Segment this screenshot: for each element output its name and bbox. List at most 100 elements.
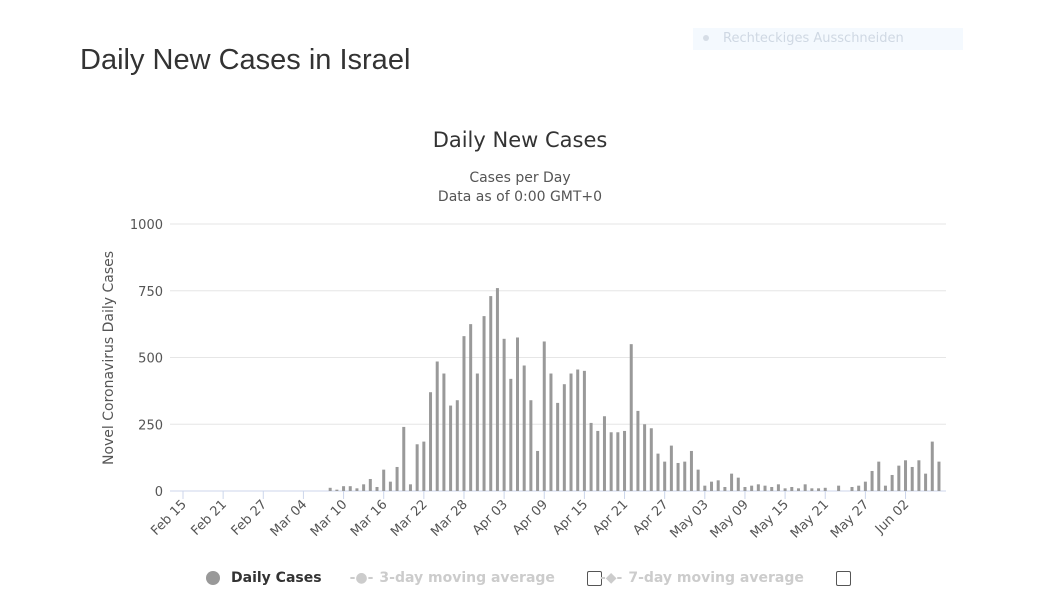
- bar[interactable]: [683, 461, 687, 491]
- bar[interactable]: [837, 485, 841, 491]
- bar[interactable]: [930, 441, 934, 491]
- bar[interactable]: [536, 450, 540, 491]
- 3day-checkbox[interactable]: [586, 570, 602, 586]
- bar[interactable]: [870, 470, 874, 491]
- bar[interactable]: [669, 445, 673, 491]
- bar[interactable]: [696, 469, 700, 491]
- bar[interactable]: [643, 424, 647, 491]
- bar[interactable]: [790, 486, 794, 491]
- bar[interactable]: [863, 481, 867, 491]
- bar[interactable]: [703, 485, 707, 491]
- bar[interactable]: [803, 484, 807, 491]
- bar[interactable]: [817, 488, 821, 491]
- bar[interactable]: [823, 487, 827, 491]
- bar[interactable]: [710, 481, 714, 491]
- bar[interactable]: [569, 373, 573, 491]
- bar[interactable]: [689, 450, 693, 491]
- bar[interactable]: [770, 486, 774, 491]
- bar[interactable]: [495, 288, 499, 491]
- bar[interactable]: [750, 485, 754, 491]
- x-tick-label: Apr 09: [510, 497, 551, 538]
- legend-3day[interactable]: -●- 3-day moving average: [349, 570, 555, 586]
- bar[interactable]: [435, 361, 439, 491]
- snip-tool-overlay[interactable]: Rechteckiges Ausschneiden: [693, 28, 963, 50]
- bar[interactable]: [897, 465, 901, 491]
- legend-7day[interactable]: -◆- 7-day moving average: [599, 570, 804, 586]
- bar[interactable]: [602, 416, 606, 491]
- bar[interactable]: [482, 316, 486, 491]
- bar[interactable]: [649, 428, 653, 491]
- x-tick-label: Mar 04: [268, 497, 311, 540]
- bar[interactable]: [402, 426, 406, 491]
- bar[interactable]: [736, 477, 740, 491]
- bar[interactable]: [375, 486, 379, 491]
- bar[interactable]: [883, 485, 887, 491]
- bar[interactable]: [328, 487, 332, 491]
- bar[interactable]: [556, 402, 560, 491]
- bar[interactable]: [335, 489, 339, 491]
- bar[interactable]: [522, 365, 526, 491]
- bar[interactable]: [629, 344, 633, 491]
- bar[interactable]: [596, 430, 600, 491]
- bar[interactable]: [656, 453, 660, 491]
- bar[interactable]: [388, 481, 392, 491]
- bar[interactable]: [582, 370, 586, 491]
- bar[interactable]: [730, 473, 734, 491]
- bar[interactable]: [382, 469, 386, 491]
- bar[interactable]: [429, 392, 433, 491]
- bar[interactable]: [783, 488, 787, 491]
- bar[interactable]: [616, 432, 620, 491]
- bar[interactable]: [910, 466, 914, 491]
- bar[interactable]: [529, 400, 533, 491]
- bar[interactable]: [355, 488, 359, 491]
- bar[interactable]: [489, 296, 493, 491]
- bar[interactable]: [516, 337, 519, 491]
- bar[interactable]: [422, 441, 426, 491]
- bar[interactable]: [395, 466, 399, 491]
- bar[interactable]: [877, 461, 881, 491]
- bar[interactable]: [924, 473, 928, 491]
- bar[interactable]: [415, 444, 419, 491]
- bar[interactable]: [348, 486, 352, 491]
- bar[interactable]: [763, 485, 767, 491]
- 7day-checkbox[interactable]: [835, 570, 851, 586]
- bar[interactable]: [743, 486, 747, 491]
- bar[interactable]: [449, 405, 453, 491]
- bar[interactable]: [890, 474, 894, 491]
- bar[interactable]: [676, 462, 680, 491]
- bar[interactable]: [368, 478, 372, 491]
- bar[interactable]: [408, 484, 412, 491]
- bar[interactable]: [475, 373, 479, 491]
- bar[interactable]: [850, 486, 854, 491]
- bar[interactable]: [756, 484, 760, 491]
- bar[interactable]: [589, 422, 593, 491]
- bar[interactable]: [542, 341, 546, 491]
- bar[interactable]: [362, 484, 366, 491]
- bar[interactable]: [937, 461, 941, 491]
- bar[interactable]: [462, 336, 466, 491]
- x-tick-label: Apr 15: [550, 497, 591, 538]
- bar[interactable]: [796, 488, 800, 491]
- bar[interactable]: [716, 480, 720, 491]
- bar[interactable]: [502, 338, 506, 491]
- bar[interactable]: [455, 400, 459, 491]
- bar[interactable]: [609, 432, 613, 491]
- bar[interactable]: [576, 369, 580, 491]
- bar[interactable]: [723, 486, 727, 491]
- bar[interactable]: [342, 486, 346, 491]
- legend-daily-cases[interactable]: Daily Cases: [206, 570, 322, 586]
- bar[interactable]: [776, 484, 780, 491]
- bar[interactable]: [904, 460, 908, 491]
- bar[interactable]: [917, 460, 921, 491]
- bar[interactable]: [623, 430, 627, 491]
- bar[interactable]: [509, 378, 513, 491]
- bar[interactable]: [562, 384, 566, 491]
- bar[interactable]: [469, 324, 473, 491]
- bar[interactable]: [663, 461, 667, 491]
- y-tick-label: 1000: [130, 218, 163, 233]
- bar[interactable]: [857, 485, 861, 491]
- bar[interactable]: [549, 373, 553, 491]
- bar[interactable]: [636, 410, 640, 491]
- bar[interactable]: [442, 373, 446, 491]
- bar[interactable]: [810, 488, 814, 491]
